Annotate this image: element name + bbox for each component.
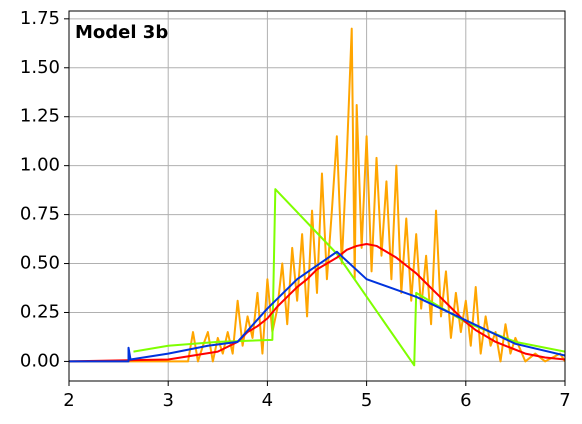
y-tick-label: 0.50	[20, 253, 60, 274]
x-tick-label: 4	[262, 390, 273, 411]
y-tick-label: 0.00	[20, 350, 60, 371]
y-tick-label: 1.00	[20, 155, 60, 176]
line-series	[69, 242, 565, 363]
plot-frame	[68, 10, 566, 382]
y-tick-label: 0.25	[20, 301, 60, 322]
y-tick-label: 1.25	[20, 106, 60, 127]
chart-title: Model 3b	[75, 22, 168, 43]
x-tick-label: 7	[559, 390, 570, 411]
y-tick-label: 0.75	[20, 204, 60, 225]
y-tick-label: 1.75	[20, 8, 60, 29]
x-tick-label: 6	[460, 390, 471, 411]
line-series	[69, 250, 565, 363]
x-tick-label: 3	[162, 390, 173, 411]
x-tick-label: 2	[63, 390, 74, 411]
x-tick-label: 5	[361, 390, 372, 411]
y-tick-label: 1.50	[20, 57, 60, 78]
